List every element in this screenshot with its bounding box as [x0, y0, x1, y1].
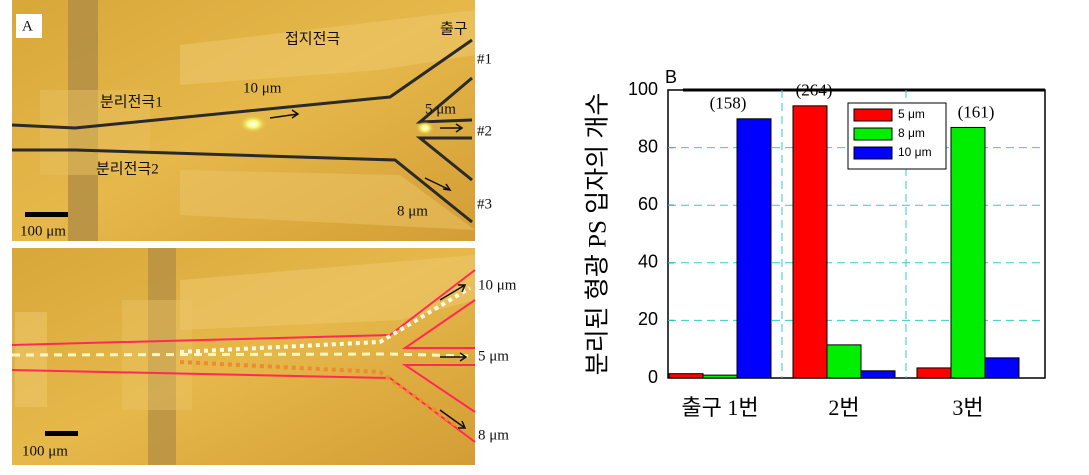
y-tick-label: 100 — [628, 79, 658, 99]
bar — [950, 126, 986, 379]
annotation: 분리전극1 — [100, 93, 163, 110]
panel-label: B — [665, 67, 677, 87]
bar — [826, 344, 862, 379]
y-tick-label: 40 — [638, 252, 658, 272]
panel-label: A — [22, 18, 33, 34]
outlet-label: #2 — [477, 123, 492, 139]
y-axis-label: 분리된 형광 PS 입자의 개수 — [584, 93, 612, 376]
legend-label: 5 μm — [898, 107, 925, 121]
legend-swatch — [853, 146, 893, 160]
micrograph-bottom — [11, 248, 476, 465]
annotation: 출구 — [440, 20, 468, 37]
legend-label: 10 μm — [898, 145, 932, 159]
bar-annotation: (161) — [958, 102, 995, 121]
bar — [984, 357, 1020, 379]
scale-label: 100 μm — [22, 443, 68, 459]
legend-swatch — [853, 108, 893, 122]
annotation: 접지전극 — [285, 30, 340, 47]
y-tick-label: 20 — [638, 309, 658, 329]
bar-annotation: (264) — [796, 81, 833, 100]
annotation: 8 μm — [478, 427, 509, 443]
bar-annotation: (158) — [710, 94, 747, 113]
annotation: 10 μm — [243, 80, 282, 96]
x-tick-label: 2번 — [828, 395, 859, 420]
y-tick-label: 0 — [648, 367, 658, 387]
annotation: 8 μm — [397, 203, 428, 219]
micrograph-top — [11, 0, 475, 241]
bar — [736, 118, 772, 379]
annotation: 5 μm — [425, 101, 456, 117]
y-tick-label: 80 — [638, 136, 658, 156]
outlet-label: #1 — [477, 51, 492, 67]
bar — [916, 367, 952, 379]
bar — [702, 374, 738, 379]
bar — [792, 105, 828, 379]
annotation: 10 μm — [478, 277, 517, 293]
bar — [860, 370, 896, 379]
legend-label: 8 μm — [898, 126, 925, 140]
outlet-label: #3 — [477, 196, 492, 212]
bar — [668, 373, 704, 379]
annotation: 5 μm — [478, 348, 509, 364]
x-tick-label: 출구 1번 — [681, 395, 758, 420]
legend-swatch — [853, 127, 893, 141]
y-tick-label: 60 — [638, 194, 658, 214]
annotation: 분리전극2 — [96, 160, 159, 177]
x-tick-label: 3번 — [952, 395, 983, 420]
scale-label: 100 μm — [20, 223, 66, 239]
